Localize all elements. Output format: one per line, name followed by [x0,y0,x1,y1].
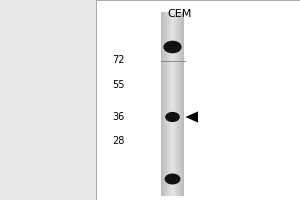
Text: 55: 55 [112,80,124,90]
Bar [0,0,96,200]
Bar [163,12,165,196]
Bar [176,12,178,196]
Bar [96,0,300,200]
Text: 36: 36 [112,112,124,122]
Bar [167,12,169,196]
Text: CEM: CEM [168,9,192,19]
Bar [180,12,182,196]
Text: 28: 28 [112,136,124,146]
Circle shape [164,41,181,53]
Bar [161,12,184,196]
Bar [171,12,172,196]
Bar [182,12,184,196]
Bar [178,12,180,196]
Bar [165,12,167,196]
Bar [174,12,176,196]
Bar [172,12,174,196]
Polygon shape [185,111,198,123]
Bar [169,12,171,196]
Text: 72: 72 [112,55,124,65]
Bar [161,12,163,196]
Circle shape [165,174,180,184]
Circle shape [166,113,179,121]
